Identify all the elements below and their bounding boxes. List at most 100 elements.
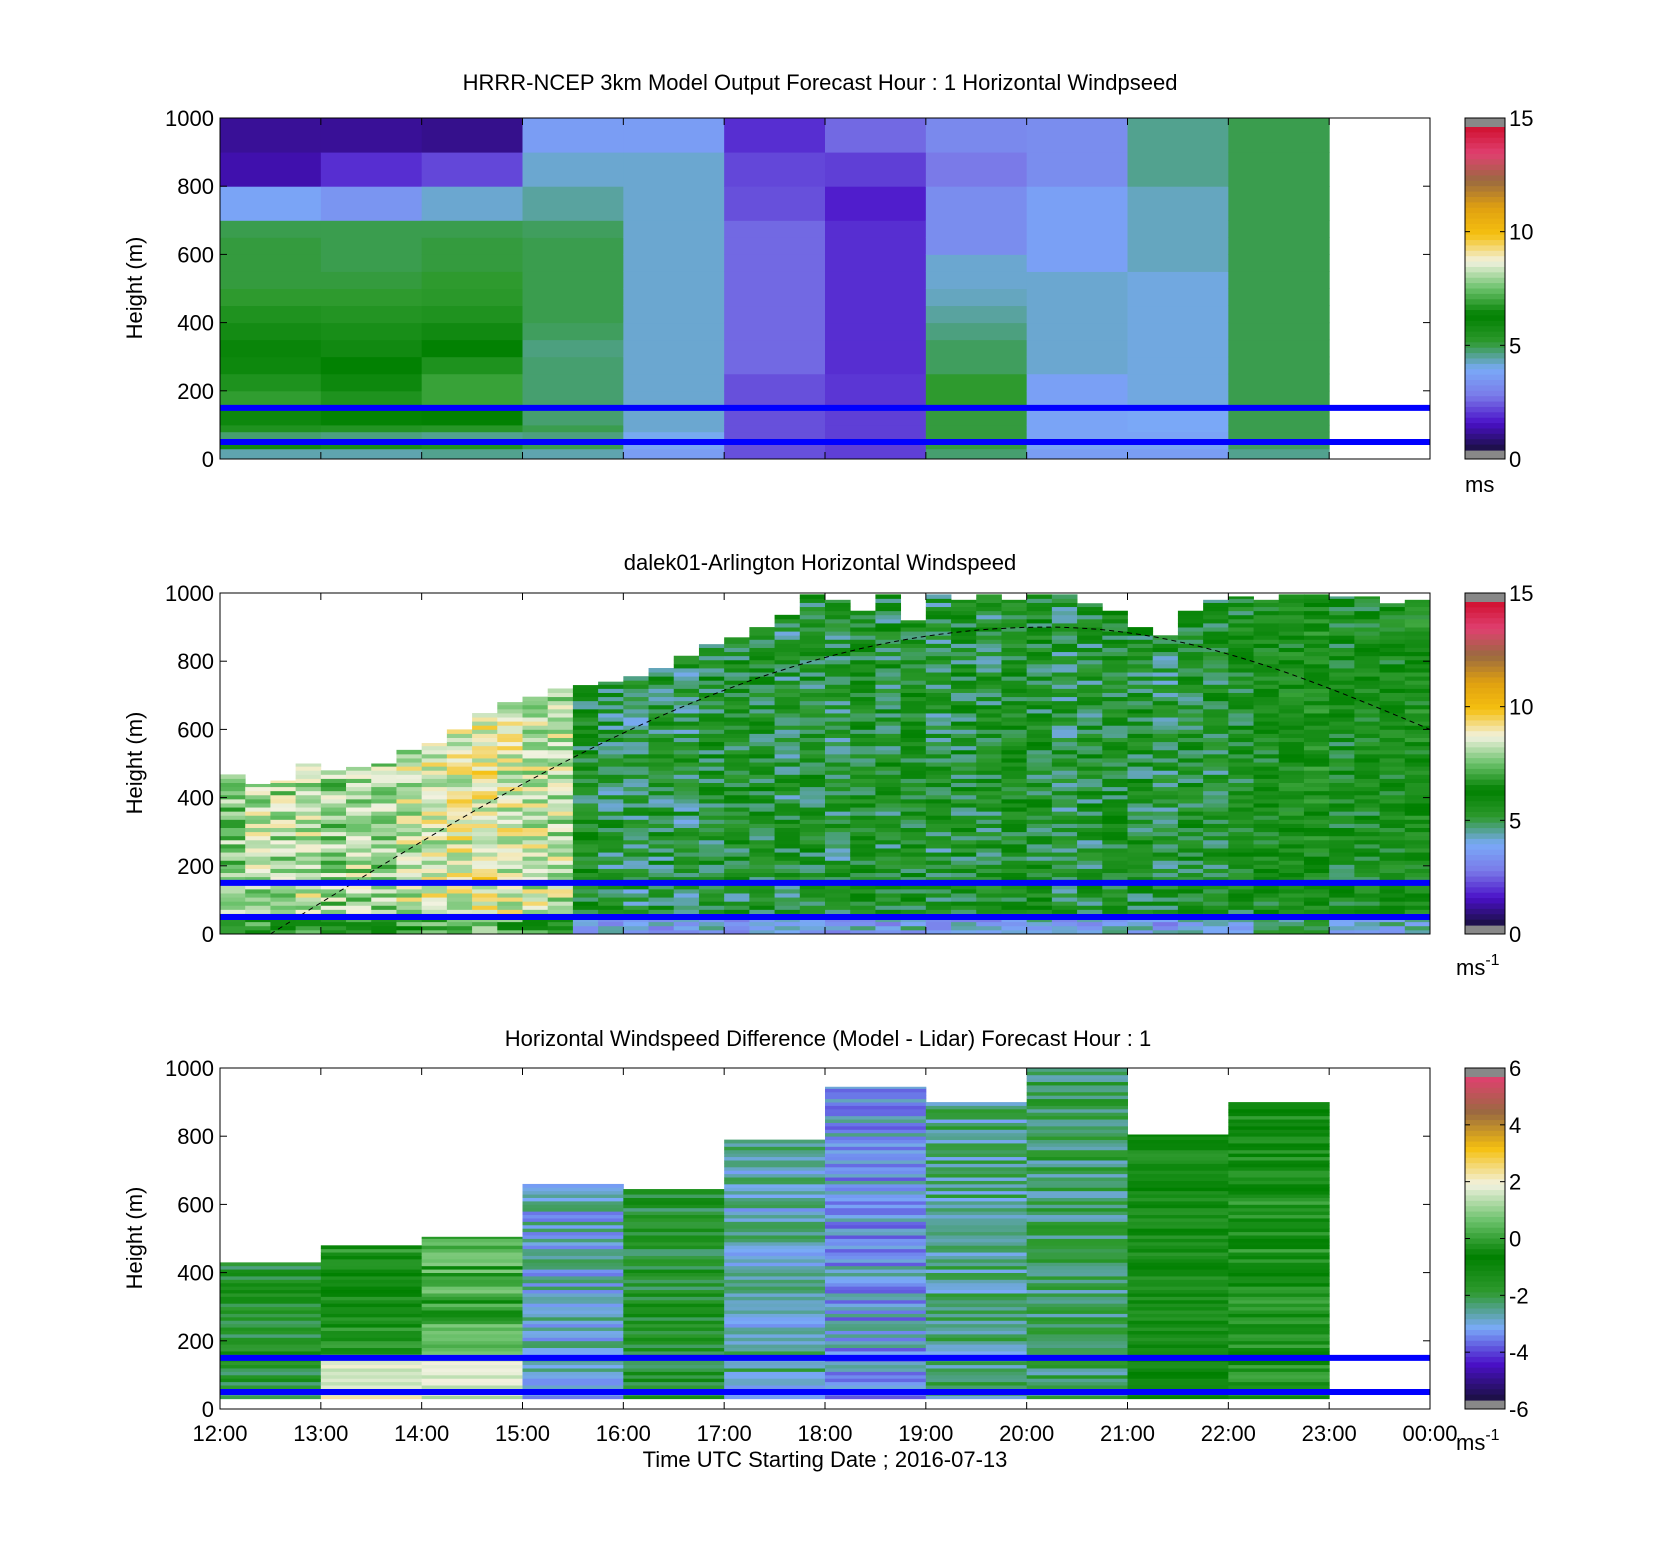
heatmap-cell	[648, 921, 675, 927]
heatmap-cell	[1177, 782, 1204, 788]
heatmap-cell	[648, 713, 675, 718]
heatmap-cell	[1177, 651, 1204, 657]
heatmap-cell	[724, 766, 750, 771]
heatmap-cell	[1177, 668, 1204, 673]
heatmap-cell	[1127, 655, 1154, 661]
heatmap-cell	[1253, 696, 1280, 702]
heatmap-cell	[547, 872, 574, 878]
heatmap-cell	[799, 606, 826, 612]
heatmap-cell	[825, 929, 851, 935]
heatmap-cell	[976, 794, 1002, 800]
heatmap-cell	[623, 1395, 725, 1400]
heatmap-cell	[1228, 1108, 1330, 1113]
heatmap-cell	[825, 676, 851, 681]
heatmap-cell	[1001, 872, 1028, 878]
heatmap-cell	[1051, 864, 1078, 869]
heatmap-cell	[547, 700, 574, 706]
heatmap-cell	[295, 835, 322, 841]
heatmap-cell	[522, 725, 549, 730]
heatmap-cell	[825, 790, 851, 796]
heatmap-cell	[976, 839, 1002, 845]
heatmap-cell	[1152, 700, 1179, 706]
heatmap-cell	[547, 794, 574, 800]
heatmap-cell	[1152, 721, 1179, 726]
heatmap-cell	[1077, 668, 1103, 673]
heatmap-cell	[371, 843, 397, 849]
heatmap-cell	[1404, 700, 1431, 706]
heatmap-cell	[371, 770, 397, 775]
heatmap-cell	[825, 905, 851, 910]
heatmap-cell	[825, 684, 851, 689]
heatmap-cell	[1077, 786, 1103, 792]
heatmap-cell	[1026, 696, 1053, 702]
heatmap-cell	[522, 1368, 624, 1372]
heatmap-cell	[446, 819, 473, 824]
heatmap-cell	[1329, 623, 1355, 628]
heatmap-cell	[1203, 929, 1229, 935]
heatmap-cell	[951, 839, 977, 845]
heatmap-cell	[900, 770, 927, 775]
heatmap-cell	[1077, 856, 1103, 861]
heatmap-cell	[220, 1330, 322, 1335]
heatmap-cell	[1102, 864, 1128, 869]
heatmap-cell	[1127, 721, 1154, 726]
heatmap-cell	[1379, 929, 1406, 935]
heatmap-cell	[648, 798, 675, 804]
heatmap-cell	[522, 721, 549, 726]
heatmap-cell	[1228, 823, 1254, 829]
heatmap-cell	[850, 815, 876, 820]
heatmap-cell	[673, 897, 700, 902]
heatmap-cell	[1127, 1333, 1229, 1338]
heatmap-cell	[724, 860, 750, 865]
heatmap-cell	[825, 786, 851, 792]
heatmap-cell	[446, 770, 473, 775]
heatmap-cell	[421, 1296, 523, 1301]
heatmap-cell	[1404, 774, 1431, 779]
heatmap-cell	[825, 668, 851, 673]
heatmap-cell	[875, 696, 902, 702]
heatmap-cell	[951, 815, 977, 820]
heatmap-cell	[220, 1262, 322, 1267]
heatmap-cell	[1203, 807, 1229, 812]
heatmap-cell	[1228, 1132, 1330, 1137]
heatmap-cell	[1026, 1166, 1128, 1171]
heatmap-cell	[1077, 708, 1103, 714]
colorbar-swatch	[1465, 310, 1505, 317]
heatmap-cell	[1001, 803, 1028, 808]
colorbar-swatch	[1465, 806, 1505, 813]
heatmap-cell	[698, 700, 725, 706]
heatmap-cell	[320, 823, 347, 829]
heatmap-cell	[749, 688, 775, 693]
heatmap-cell	[1228, 651, 1254, 657]
heatmap-cell	[1127, 1258, 1229, 1263]
heatmap-cell	[623, 1344, 725, 1349]
heatmap-cell	[673, 819, 700, 824]
heatmap-cell	[1228, 1269, 1330, 1273]
heatmap-cell	[875, 786, 902, 792]
heatmap-cell	[371, 884, 397, 890]
heatmap-cell	[1379, 614, 1406, 620]
heatmap-cell	[1026, 1170, 1128, 1175]
heatmap-cell	[1354, 635, 1380, 640]
heatmap-cell	[724, 1361, 826, 1366]
heatmap-cell	[825, 868, 851, 874]
heatmap-cell	[1051, 827, 1078, 833]
heatmap-cell	[724, 843, 750, 849]
colorbar-swatch	[1465, 240, 1505, 247]
heatmap-cell	[1001, 721, 1028, 726]
reference-lines	[220, 404, 1430, 445]
heatmap-cell	[900, 643, 927, 648]
heatmap-cell	[925, 1105, 1028, 1110]
heatmap-cell	[1203, 627, 1229, 632]
heatmap-cell	[1077, 872, 1103, 878]
heatmap-cell	[1152, 860, 1179, 865]
heatmap-cell	[648, 823, 675, 829]
heatmap-cell	[1404, 639, 1431, 644]
heatmap-cell	[799, 651, 826, 657]
heatmap-cell	[698, 647, 725, 653]
heatmap-cell	[1026, 1293, 1128, 1297]
heatmap-cell	[1329, 749, 1355, 755]
heatmap-cell	[774, 663, 801, 669]
heatmap-cell	[1051, 884, 1078, 890]
colorbar-swatch	[1465, 1351, 1505, 1358]
